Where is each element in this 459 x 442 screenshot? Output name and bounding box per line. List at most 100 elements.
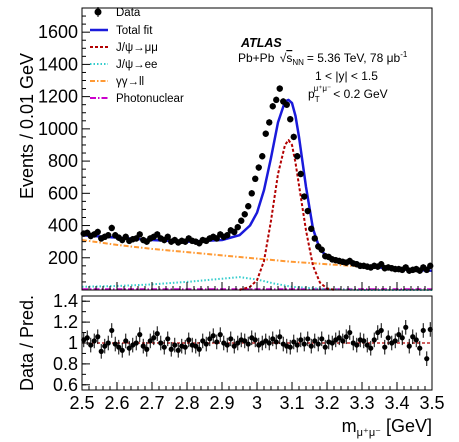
data-point bbox=[234, 223, 241, 231]
ratio-point bbox=[147, 338, 153, 344]
ratio-point bbox=[210, 333, 216, 339]
ratio-point bbox=[298, 337, 304, 343]
data-point bbox=[262, 130, 269, 137]
ratio-point bbox=[273, 339, 279, 345]
x-tick-label: 3.3 bbox=[349, 393, 374, 413]
data-point bbox=[94, 228, 101, 236]
x-tick-label: 2.8 bbox=[174, 393, 199, 413]
ratio-point bbox=[410, 334, 416, 340]
ratio-point bbox=[354, 342, 360, 348]
ratio-point bbox=[154, 331, 160, 337]
ratio-point bbox=[336, 335, 342, 341]
ratio-point bbox=[102, 343, 108, 349]
data-point bbox=[283, 101, 290, 108]
ratio-point bbox=[203, 341, 209, 347]
pt-cut: pTμ⁺μ⁻ < 0.2 GeV bbox=[308, 84, 388, 104]
data-point bbox=[273, 96, 280, 104]
ratio-point bbox=[361, 338, 367, 344]
ratio-point bbox=[116, 344, 122, 350]
ratio-point bbox=[175, 347, 181, 353]
ratio-point bbox=[137, 332, 143, 338]
curve-j bbox=[239, 139, 335, 291]
ratio-point bbox=[403, 324, 409, 330]
ratio-point bbox=[158, 340, 164, 346]
y-tick-label: 1600 bbox=[38, 22, 78, 42]
ratio-point bbox=[371, 337, 377, 343]
ratio-point bbox=[305, 336, 311, 342]
ratio-point bbox=[399, 335, 405, 341]
data-point bbox=[136, 231, 143, 238]
x-tick-label: 2.6 bbox=[104, 393, 129, 413]
ratio-point bbox=[368, 345, 374, 351]
ratio-point bbox=[340, 338, 346, 344]
rapidity-cut: 1 < |y| < 1.5 bbox=[315, 69, 378, 83]
ratio-y-tick-label: 0.8 bbox=[53, 354, 78, 374]
legend-label-jpsi-ee: J/ψ→ee bbox=[116, 59, 157, 71]
data-point bbox=[287, 115, 294, 123]
x-tick-label: 3.1 bbox=[279, 393, 304, 413]
ratio-point bbox=[424, 356, 430, 362]
ratio-point bbox=[126, 345, 132, 351]
data-point bbox=[108, 224, 115, 232]
ratio-point bbox=[291, 339, 297, 345]
ratio-point bbox=[420, 327, 426, 334]
x-axis-title-sub: μ⁺μ⁻ bbox=[357, 427, 381, 439]
ratio-point bbox=[252, 337, 258, 343]
ratio-point bbox=[382, 344, 388, 350]
ratio-point bbox=[231, 343, 237, 349]
sqrt-s-sub: NN bbox=[292, 58, 304, 67]
ratio-point bbox=[396, 332, 402, 338]
ratio-y-tick-label: 1.4 bbox=[53, 291, 78, 311]
main-y-axis-title: Events / 0.01 GeV bbox=[17, 53, 37, 199]
ratio-point bbox=[95, 334, 101, 340]
data-point bbox=[238, 217, 245, 224]
ratio-point bbox=[84, 335, 90, 341]
ratio-point bbox=[329, 340, 335, 346]
data-point bbox=[266, 119, 273, 126]
ratio-point bbox=[277, 334, 283, 340]
ratio-point bbox=[364, 342, 370, 348]
data-point bbox=[301, 193, 308, 200]
x-tick-label: 3.2 bbox=[314, 393, 339, 413]
data-point bbox=[276, 85, 283, 92]
ratio-point bbox=[228, 336, 234, 342]
ratio-point bbox=[315, 341, 321, 347]
main-y-ticks: 200 400 600 800 1000 1200 1400 1600 bbox=[38, 15, 90, 283]
ratio-point bbox=[98, 348, 104, 354]
main-panel: 200 400 600 800 1000 1200 1400 1600 Events / 0.… bbox=[17, 7, 434, 291]
data-point bbox=[269, 103, 276, 110]
atlas-label: ATLAS bbox=[240, 36, 282, 50]
ratio-point bbox=[319, 336, 325, 342]
sqrt-symbol: √ bbox=[280, 51, 287, 65]
ratio-point bbox=[385, 335, 391, 341]
ratio-point bbox=[301, 341, 307, 347]
ratio-point bbox=[270, 336, 276, 342]
ratio-point bbox=[312, 338, 318, 344]
ratio-point bbox=[109, 327, 115, 334]
y-tick-label: 800 bbox=[48, 151, 78, 171]
y-tick-label: 1000 bbox=[38, 119, 78, 139]
y-tick-label: 1400 bbox=[38, 54, 78, 74]
ratio-point bbox=[161, 344, 167, 350]
ratio-y-tick-label: 0.6 bbox=[53, 375, 78, 395]
ratio-point bbox=[294, 342, 300, 348]
data-point bbox=[318, 246, 325, 253]
ratio-point bbox=[133, 340, 139, 346]
x-tick-label: 3.5 bbox=[419, 393, 444, 413]
ratio-point bbox=[119, 347, 125, 353]
ratio-point bbox=[413, 337, 419, 343]
ratio-point bbox=[196, 346, 202, 352]
ratio-point bbox=[200, 338, 206, 344]
ratio-point bbox=[151, 335, 157, 341]
data-point bbox=[241, 211, 248, 218]
x-tick-label: 2.9 bbox=[209, 393, 234, 413]
data-point bbox=[297, 170, 304, 178]
ratio-point bbox=[217, 332, 223, 338]
pt-p: p bbox=[308, 87, 315, 101]
y-tick-label: 400 bbox=[48, 216, 78, 236]
legend-label-photonuclear: Photonuclear bbox=[116, 93, 184, 105]
ratio-point bbox=[235, 340, 241, 346]
pt-sup: μ⁺μ⁻ bbox=[314, 84, 332, 93]
data-point bbox=[255, 164, 262, 171]
